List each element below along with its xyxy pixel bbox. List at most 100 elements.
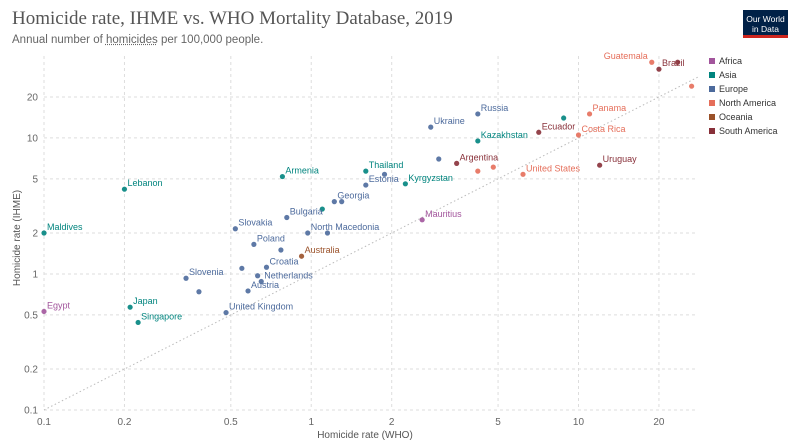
data-point [121,186,128,192]
point-label: Thailand [369,160,404,170]
point-label: Argentina [460,152,499,162]
logo-line-1: Our World [746,14,785,24]
data-point [561,115,567,121]
point-labels: Egypt Maldives Lebanon Japan Singapore Sloven… [47,51,684,321]
point-label: Panama [593,103,627,113]
y-tick-label: 10 [27,133,39,144]
legend-label: North America [719,98,776,108]
data-point [339,199,345,205]
data-point [520,171,526,177]
data-point [278,247,284,253]
data-point [245,288,251,294]
legend-swatch [709,86,715,92]
point-label: Costa Rica [581,124,625,134]
x-tick-label: 0.2 [117,417,131,428]
grid-lines [43,56,698,411]
x-tick-label: 0.1 [37,417,51,428]
subtitle-prefix: Annual number of [12,34,106,46]
y-tick-label: 20 [27,92,39,103]
point-label: Kyrgyzstan [408,173,453,183]
data-points [41,59,695,326]
point-label: Bulgaria [290,206,323,216]
logo-line-2: in Data [752,24,779,34]
data-point [232,226,238,232]
point-label: Estonia [369,174,399,184]
y-axis-label: Homicide rate (IHME) [12,190,23,286]
data-point [428,124,434,130]
point-label: Netherlands [264,271,313,281]
legend-label: Europe [719,84,748,94]
data-point [575,132,582,138]
point-label: Austria [251,280,279,290]
legend: Africa Asia Europe North America Oceania Sout… [709,56,778,136]
data-point [402,181,408,187]
point-label: Singapore [141,311,182,321]
x-tick-label: 20 [653,417,665,428]
point-label: United Kingdom [229,302,293,312]
data-point [475,111,481,117]
data-point [475,138,481,144]
point-label: Slovenia [189,267,224,277]
data-point [331,199,337,205]
data-point [127,304,133,310]
homicides-link[interactable]: homicides [105,34,158,46]
point-label: Brazil [662,58,685,68]
data-point [536,129,542,135]
point-label: Poland [257,233,285,243]
point-label: Lebanon [127,178,162,188]
axis-ticks: 0.1 0.2 0.5 1 2 5 10 20 0.1 0.2 0.5 1 2 5 10 20 [24,92,665,428]
point-label: Maldives [47,222,83,232]
point-label: Australia [305,245,340,255]
y-tick-label: 0.2 [24,365,38,376]
point-label: Uruguay [603,154,638,164]
data-point [675,59,681,65]
point-label: Kazakhstan [481,130,528,140]
point-label: North Macedonia [311,222,380,232]
y-tick-label: 1 [32,269,38,280]
our-world-in-data-logo[interactable]: Our World in Data [743,10,788,38]
point-label: Armenia [285,166,319,176]
data-point [324,230,331,236]
data-point [41,308,47,315]
data-point [196,289,202,295]
data-point [381,171,388,177]
data-point [279,173,286,180]
data-point [597,162,603,168]
data-point [263,264,270,270]
logo-accent-bar [743,35,788,38]
legend-swatch [709,58,715,64]
point-label: Ukraine [434,116,465,126]
data-point [255,273,261,279]
chart-subtitle: Annual number of homicides per 100,000 p… [12,34,263,46]
data-point [135,319,141,326]
data-point [656,66,662,72]
y-tick-label: 5 [32,174,38,185]
x-tick-label: 0.5 [224,417,238,428]
chart-title: Homicide rate, IHME vs. WHO Mortality Da… [12,8,453,29]
x-tick-label: 1 [308,417,314,428]
data-point [490,164,496,170]
data-point [454,160,460,166]
data-point [223,309,229,316]
point-label: Georgia [337,191,369,201]
data-point [586,111,593,117]
x-axis-label: Homicide rate (WHO) [317,430,413,441]
legend-swatch [709,100,715,106]
data-point [41,230,47,236]
point-label: Slovakia [238,218,272,228]
legend-label: South America [719,126,778,136]
data-point [363,168,369,174]
data-point [305,230,311,236]
y-tick-label: 0.1 [24,406,38,417]
subtitle-suffix: per 100,000 people. [157,34,264,46]
data-point [239,265,245,271]
legend-label: Africa [719,56,742,66]
legend-label: Asia [719,70,737,80]
data-point [419,217,425,223]
point-label: Guatemala [604,51,648,61]
data-point [183,275,189,281]
y-tick-label: 2 [32,229,38,240]
x-tick-label: 10 [573,417,585,428]
legend-swatch [709,114,715,120]
